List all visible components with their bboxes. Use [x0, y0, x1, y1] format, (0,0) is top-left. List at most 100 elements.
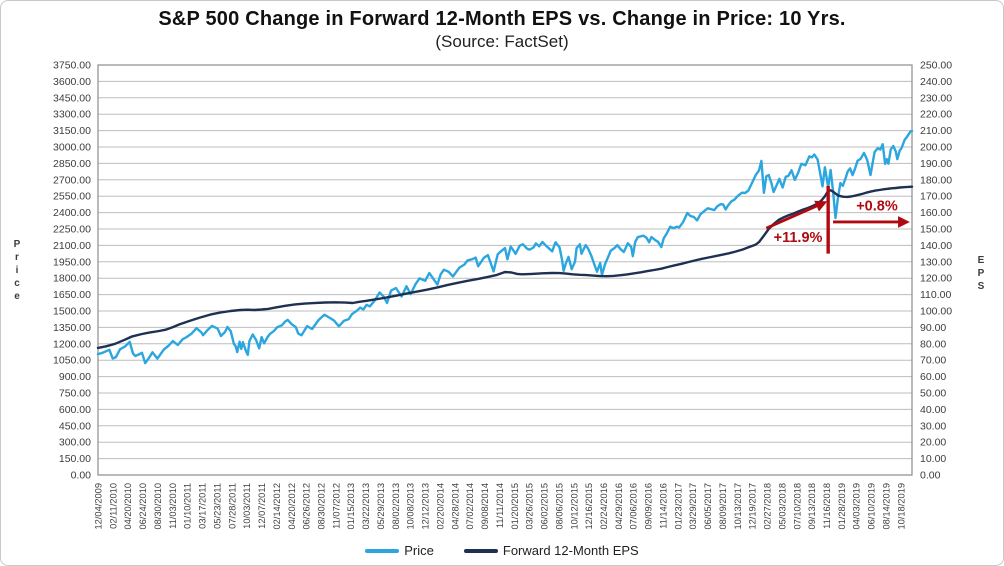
x-tick-label: 08/30/2012 — [317, 483, 327, 530]
x-tick-label: 09/13/2018 — [807, 483, 817, 530]
y-left-tick-label: 1350.00 — [53, 322, 91, 334]
y-right-tick-label: 0.00 — [920, 470, 941, 482]
x-tick-label: 09/08/2014 — [480, 483, 490, 530]
y-left-tick-label: 600.00 — [59, 404, 91, 416]
y-left-tick-label: 1950.00 — [53, 256, 91, 268]
x-tick-label: 12/07/2011 — [257, 483, 267, 529]
y-right-tick-label: 110.00 — [920, 289, 951, 301]
x-tick-label: 03/26/2015 — [525, 483, 535, 530]
y-left-tick-label: 3450.00 — [53, 92, 91, 104]
y-left-tick-label: 750.00 — [59, 388, 91, 400]
y-right-axis-title-letter: P — [978, 268, 985, 279]
x-tick-label: 01/10/2011 — [183, 483, 193, 529]
x-tick-label: 04/20/2012 — [287, 483, 297, 530]
x-tick-label: 04/20/2010 — [123, 483, 133, 530]
x-tick-label: 11/03/2010 — [168, 483, 178, 529]
x-tick-label: 11/07/2012 — [331, 483, 341, 529]
y-right-tick-label: 190.00 — [920, 158, 952, 170]
x-tick-label: 12/04/2009 — [94, 483, 104, 530]
plot-border — [97, 64, 913, 476]
y-right-tick-label: 50.00 — [920, 388, 946, 400]
y-right-tick-label: 20.00 — [920, 437, 946, 449]
x-tick-label: 08/30/2010 — [153, 483, 163, 530]
y-right-tick-label: 200.00 — [920, 142, 952, 154]
y-left-tick-label: 1500.00 — [53, 306, 91, 318]
annotation-label-price-change: +0.8% — [856, 199, 898, 215]
y-right-tick-label: 230.00 — [920, 92, 952, 104]
y-right-tick-label: 250.00 — [920, 60, 952, 72]
legend-label-price: Price — [404, 543, 434, 558]
x-tick-label: 11/14/2016 — [658, 483, 668, 529]
x-tick-label: 02/24/2016 — [599, 483, 609, 530]
y-left-tick-label: 2850.00 — [53, 158, 91, 170]
x-tick-label: 01/23/2017 — [673, 483, 683, 530]
legend-item-price: Price — [365, 543, 434, 558]
y-right-tick-label: 210.00 — [920, 125, 952, 137]
y-right-tick-label: 240.00 — [920, 76, 952, 88]
x-tick-label: 06/24/2010 — [138, 483, 148, 530]
y-left-tick-label: 900.00 — [59, 371, 91, 383]
y-right-tick-label: 150.00 — [920, 224, 952, 236]
x-tick-label: 07/06/2016 — [629, 483, 639, 530]
x-tick-label: 10/08/2013 — [406, 483, 416, 530]
x-tick-label: 05/23/2011 — [212, 483, 222, 529]
y-left-tick-label: 2700.00 — [53, 174, 91, 186]
x-tick-label: 10/12/2015 — [569, 483, 579, 530]
y-left-tick-label: 150.00 — [59, 453, 91, 465]
y-left-axis-title-letter: r — [15, 252, 19, 263]
x-tick-label: 01/20/2015 — [510, 483, 520, 530]
y-left-tick-label: 3600.00 — [53, 76, 91, 88]
y-right-tick-label: 140.00 — [920, 240, 952, 252]
y-right-tick-label: 130.00 — [920, 256, 952, 268]
x-tick-label: 11/11/2014 — [495, 483, 505, 528]
legend-label-eps: Forward 12-Month EPS — [502, 543, 639, 558]
y-right-tick-label: 120.00 — [920, 273, 952, 285]
y-left-axis-title-letter: P — [14, 239, 21, 250]
price-line — [96, 129, 914, 365]
x-tick-label: 10/03/2011 — [242, 483, 252, 529]
y-right-tick-label: 10.00 — [920, 453, 946, 465]
y-left-tick-label: 1200.00 — [53, 338, 91, 350]
x-tick-label: 12/16/2015 — [584, 483, 594, 530]
annotation-label-eps-change: +11.9% — [774, 230, 823, 246]
y-left-tick-label: 0.00 — [71, 470, 92, 482]
y-left-tick-label: 2250.00 — [53, 224, 91, 236]
x-tick-label: 10/13/2017 — [733, 483, 743, 530]
y-right-axis-title-letter: E — [978, 255, 985, 266]
x-tick-label: 08/14/2019 — [881, 483, 891, 530]
x-tick-label: 04/28/2014 — [450, 483, 460, 530]
x-tick-label: 09/09/2016 — [644, 483, 654, 530]
x-tick-label: 07/28/2011 — [227, 483, 237, 529]
y-right-tick-label: 40.00 — [920, 404, 946, 416]
eps-line-swatch — [463, 548, 498, 553]
y-left-tick-label: 1800.00 — [53, 273, 91, 285]
y-right-axis-title-letter: S — [978, 281, 985, 292]
y-left-tick-label: 3300.00 — [53, 109, 91, 121]
x-tick-label: 01/28/2019 — [837, 483, 847, 530]
x-tick-label: 06/10/2019 — [867, 483, 877, 530]
annotation-arrow-diagonal — [765, 200, 828, 230]
y-right-tick-label: 170.00 — [920, 191, 952, 203]
y-left-tick-label: 2400.00 — [53, 207, 91, 219]
legend: Price Forward 12-Month EPS — [1, 543, 1003, 558]
eps-line — [96, 185, 914, 350]
y-right-tick-label: 100.00 — [920, 306, 952, 318]
y-left-tick-label: 3000.00 — [53, 142, 91, 154]
y-right-tick-label: 90.00 — [920, 322, 946, 334]
y-right-tick-label: 220.00 — [920, 109, 952, 121]
y-right-tick-label: 70.00 — [920, 355, 946, 367]
y-left-tick-label: 1650.00 — [53, 289, 91, 301]
y-right-tick-label: 160.00 — [920, 207, 952, 219]
x-tick-label: 06/26/2012 — [302, 483, 312, 530]
x-tick-label: 10/18/2019 — [896, 483, 906, 530]
y-right-tick-label: 60.00 — [920, 371, 946, 383]
x-tick-label: 08/09/2017 — [718, 483, 728, 530]
y-left-tick-label: 2100.00 — [53, 240, 91, 252]
x-tick-label: 05/03/2018 — [777, 483, 787, 530]
x-tick-label: 05/29/2013 — [376, 483, 386, 530]
x-tick-label: 12/19/2017 — [748, 483, 758, 530]
y-left-axis-title-letter: c — [14, 278, 20, 289]
x-tick-label: 12/12/2013 — [421, 483, 431, 530]
